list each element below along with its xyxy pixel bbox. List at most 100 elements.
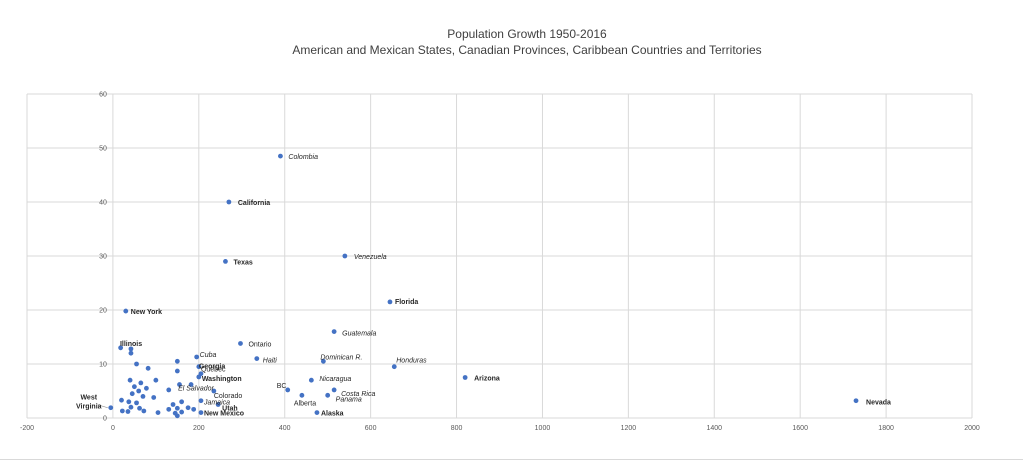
y-tick-label: 40 — [99, 200, 107, 207]
data-point — [136, 388, 142, 394]
y-tick-label: 30 — [99, 254, 107, 261]
x-tick-label: 800 — [451, 425, 463, 432]
data-point — [194, 354, 200, 360]
data-label-new-mexico: New Mexico — [204, 411, 244, 418]
data-point — [853, 398, 859, 404]
data-point — [166, 387, 172, 393]
data-point — [127, 377, 133, 383]
y-tick-label: 10 — [99, 362, 107, 369]
data-point — [179, 399, 185, 405]
data-point — [166, 406, 172, 412]
data-label-guatemala: Guatemala — [342, 331, 376, 338]
data-point — [191, 406, 197, 412]
data-label-arizona: Arizona — [474, 376, 500, 383]
data-point — [226, 199, 232, 205]
data-point — [198, 398, 204, 404]
data-point — [153, 377, 159, 383]
gridlines — [26, 93, 973, 419]
x-tick-label: 200 — [193, 425, 205, 432]
data-point — [174, 413, 180, 419]
data-point — [134, 361, 139, 367]
data-point — [144, 385, 149, 391]
data-point — [342, 253, 348, 259]
data-point — [285, 387, 291, 393]
data-label-new-york: New York — [131, 309, 162, 316]
x-tick-label: 1200 — [621, 425, 637, 432]
data-point — [299, 392, 305, 398]
data-point — [196, 364, 202, 370]
data-point — [185, 405, 191, 411]
chart-title: Population Growth 1950-2016 — [447, 27, 607, 41]
data-labels: Colombia California Venezuela Texas Florida N… — [76, 154, 891, 418]
data-point — [119, 397, 124, 403]
x-tick-label: -200 — [20, 425, 34, 432]
data-label-venezuela: Venezuela — [354, 254, 387, 261]
y-tick-label: 50 — [99, 146, 107, 153]
data-point — [387, 299, 393, 305]
data-point — [320, 358, 326, 364]
data-point — [126, 399, 132, 405]
data-label-cuba: Cuba — [200, 352, 217, 359]
data-point — [155, 410, 161, 415]
data-point — [170, 402, 176, 407]
data-point — [108, 405, 114, 411]
x-tick-label: 600 — [365, 425, 377, 432]
data-point — [137, 405, 142, 411]
data-point — [151, 395, 157, 400]
y-tick-label: 20 — [99, 308, 107, 315]
data-point — [198, 410, 204, 415]
data-label-quebec: Quebec — [201, 367, 226, 374]
data-label-costa-rica: Costa Rica — [341, 391, 375, 398]
data-point — [119, 408, 125, 414]
data-label-panama: Panama — [336, 396, 362, 403]
data-point — [145, 365, 151, 371]
data-label-nevada: Nevada — [866, 400, 891, 407]
data-label-west-virginia: West Virginia — [76, 395, 102, 411]
data-point — [215, 402, 221, 407]
data-point — [254, 356, 260, 361]
data-point — [211, 388, 217, 394]
x-tick-label: 1800 — [878, 425, 894, 432]
data-point — [131, 384, 137, 390]
data-points — [108, 153, 859, 419]
chart-subtitle: American and Mexican States, Canadian Pr… — [292, 43, 761, 57]
data-label-bc: BC — [277, 383, 287, 390]
data-label-colorado: Colorado — [214, 393, 243, 400]
y-tick-label: 60 — [99, 92, 107, 99]
axis-ticks: -200 0 200 400 600 800 1000 1200 1400 1600 1800 200… — [20, 92, 980, 433]
y-tick-label: 0 — [103, 416, 107, 423]
data-point — [325, 392, 331, 398]
data-label-alaska: Alaska — [321, 411, 344, 418]
data-label-ontario: Ontario — [248, 341, 271, 348]
data-point — [138, 380, 144, 386]
data-label-haiti: Haiti — [263, 358, 277, 365]
data-point — [462, 375, 468, 380]
data-point — [174, 405, 180, 411]
data-point — [128, 350, 134, 356]
data-label-colombia: Colombia — [288, 154, 318, 161]
data-point — [125, 409, 131, 414]
data-point — [179, 409, 185, 415]
data-point — [128, 346, 134, 352]
data-point — [140, 394, 146, 399]
data-point — [314, 410, 320, 415]
data-label-el-salvador: El Salvador — [178, 386, 214, 393]
x-tick-label: 1000 — [535, 425, 551, 432]
data-label-florida: Florida — [395, 299, 418, 306]
data-point — [174, 358, 180, 364]
data-point — [141, 408, 147, 414]
data-point — [308, 377, 314, 383]
x-tick-label: 1400 — [706, 425, 722, 432]
data-point — [123, 308, 129, 314]
data-point — [391, 364, 397, 370]
data-label-nicaragua: Nicaragua — [319, 376, 351, 383]
data-point — [177, 382, 182, 387]
data-point — [331, 329, 337, 334]
data-label-dominican-r: Dominican R. — [320, 354, 362, 361]
data-label-alberta: Alberta — [294, 400, 316, 407]
data-point — [188, 382, 194, 387]
data-point — [174, 368, 180, 374]
data-point — [238, 341, 243, 346]
data-point — [134, 400, 139, 406]
